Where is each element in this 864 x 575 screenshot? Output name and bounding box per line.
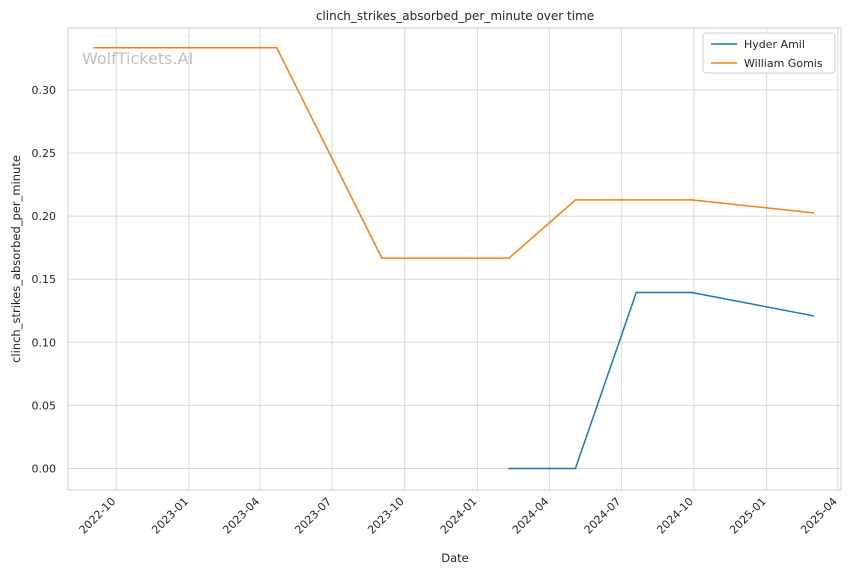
y-tick-label: 0.15 <box>32 273 57 286</box>
x-tick-label: 2023-04 <box>220 495 262 537</box>
x-tick-label: 2024-01 <box>438 495 480 537</box>
chart-title: clinch_strikes_absorbed_per_minute over … <box>316 9 594 23</box>
x-axis-title: Date <box>441 551 469 565</box>
series-layer <box>93 47 815 470</box>
y-tick-labels: 0.00 0.05 0.10 0.15 0.20 0.25 0.30 <box>32 84 57 476</box>
data-point-hyder-amil <box>508 467 510 470</box>
x-tick-label: 2023-07 <box>292 495 334 537</box>
legend-label-william-gomis: William Gomis <box>744 57 823 70</box>
y-tick-label: 0.05 <box>32 399 57 412</box>
plot-frame <box>67 27 842 491</box>
y-axis-title: clinch_strikes_absorbed_per_minute <box>9 155 23 363</box>
x-tick-label: 2024-10 <box>654 495 696 537</box>
x-tick-label: 2024-07 <box>582 495 624 537</box>
series-line-hyder-amil <box>508 291 815 470</box>
data-point-hyder-amil <box>635 291 638 294</box>
grid <box>68 28 841 490</box>
data-point-william-gomis <box>275 47 278 49</box>
data-point-william-gomis <box>690 199 693 201</box>
watermark-text: WolfTickets.AI <box>82 49 193 68</box>
x-tick-label: 2024-04 <box>510 495 552 537</box>
x-tick-labels: 2022-10 2023-01 2023-04 2023-07 2023-10 2024-… <box>77 495 840 537</box>
data-point-william-gomis <box>812 212 815 214</box>
y-tick-label: 0.25 <box>32 147 57 160</box>
y-tick-label: 0.30 <box>32 84 57 97</box>
y-tick-label: 0.10 <box>32 336 57 349</box>
data-point-william-gomis <box>508 257 510 259</box>
x-tick-label: 2025-04 <box>798 495 840 537</box>
data-point-hyder-amil <box>812 315 815 317</box>
x-tick-label: 2023-10 <box>365 495 407 537</box>
data-point-william-gomis <box>93 47 95 49</box>
data-point-william-gomis <box>574 199 577 201</box>
data-point-hyder-amil <box>690 291 693 294</box>
x-tick-label: 2022-10 <box>77 495 119 537</box>
data-point-hyder-amil <box>574 467 577 470</box>
data-point-william-gomis <box>380 257 383 259</box>
y-tick-label: 0.20 <box>32 210 57 223</box>
y-tick-label: 0.00 <box>32 463 57 476</box>
legend-label-hyder-amil: Hyder Amil <box>744 38 805 51</box>
legend: Hyder Amil William Gomis <box>702 32 836 74</box>
x-tick-label: 2025-01 <box>727 495 769 537</box>
x-tick-label: 2023-01 <box>149 495 191 537</box>
